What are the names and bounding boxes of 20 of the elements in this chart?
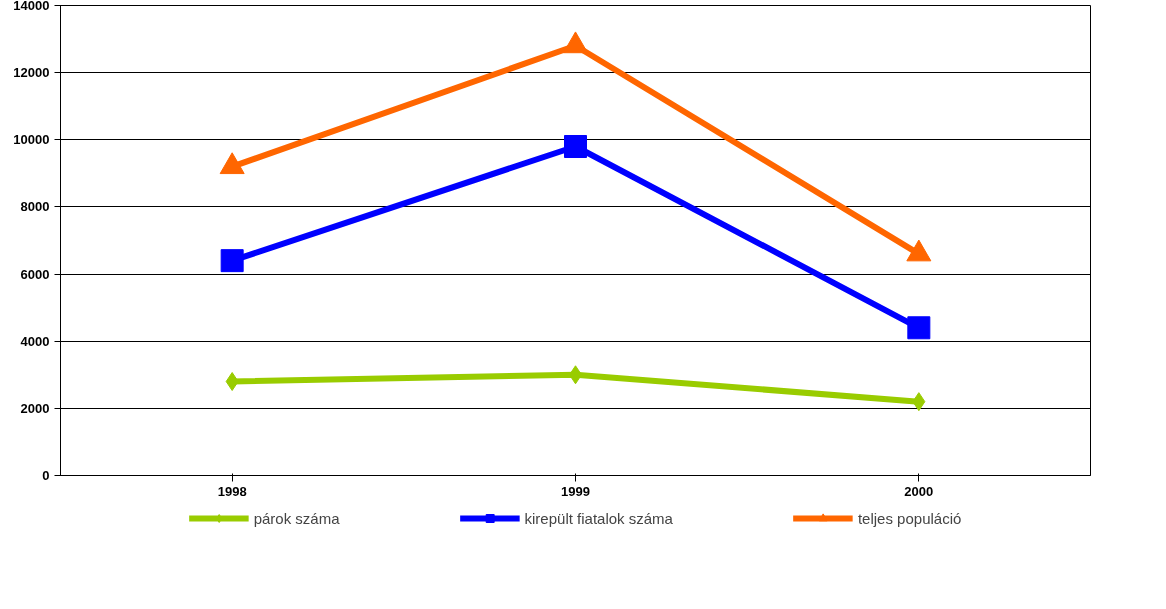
y-tick-label: 10000 xyxy=(13,132,50,148)
y-tick-label: 2000 xyxy=(20,400,50,416)
point xyxy=(912,392,926,412)
legend-label: párok száma xyxy=(253,508,340,528)
legend-label: kirepült fiatalok száma xyxy=(524,508,673,528)
y-tick-label: 14000 xyxy=(13,0,50,13)
point xyxy=(219,152,245,175)
y-tick-label: 0 xyxy=(42,468,50,483)
x-tick-label: 1998 xyxy=(217,483,247,499)
point xyxy=(907,316,931,340)
y-tick-label: 12000 xyxy=(13,65,50,81)
y-tick-label: 4000 xyxy=(20,333,50,349)
x-tick-label: 2000 xyxy=(904,483,934,499)
point xyxy=(563,31,588,54)
legend-label: teljes populáció xyxy=(857,508,962,528)
y-tick-label: 8000 xyxy=(20,199,50,215)
y-tick-label: 6000 xyxy=(20,266,50,282)
point xyxy=(225,372,239,391)
x-tick-label: 1999 xyxy=(561,483,590,499)
point xyxy=(220,249,244,273)
